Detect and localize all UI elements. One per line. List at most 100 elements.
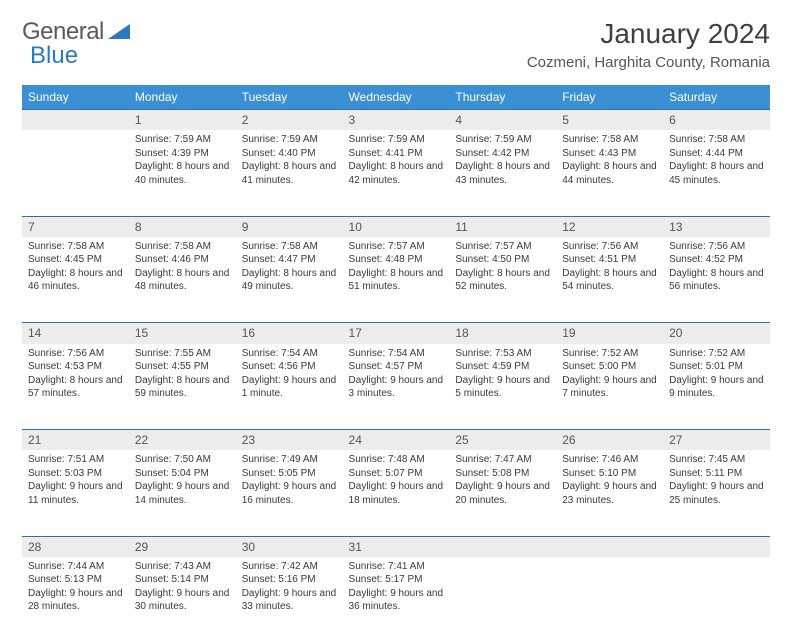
day-cell: Sunrise: 7:54 AMSunset: 4:56 PMDaylight:… xyxy=(236,344,343,430)
week-row: Sunrise: 7:56 AMSunset: 4:53 PMDaylight:… xyxy=(22,344,770,430)
weekday-wednesday: Wednesday xyxy=(343,85,450,110)
day-number: 2 xyxy=(236,110,343,131)
day-cell: Sunrise: 7:43 AMSunset: 5:14 PMDaylight:… xyxy=(129,557,236,643)
day-content: Sunrise: 7:45 AMSunset: 5:11 PMDaylight:… xyxy=(663,450,770,513)
sunrise-line: Sunrise: 7:57 AM xyxy=(455,240,550,254)
sunset-line: Sunset: 5:13 PM xyxy=(28,573,123,587)
day-content: Sunrise: 7:58 AMSunset: 4:47 PMDaylight:… xyxy=(236,237,343,300)
sunset-line: Sunset: 4:52 PM xyxy=(669,253,764,267)
day-number: 21 xyxy=(22,430,129,451)
day-content: Sunrise: 7:59 AMSunset: 4:41 PMDaylight:… xyxy=(343,130,450,193)
day-content: Sunrise: 7:58 AMSunset: 4:45 PMDaylight:… xyxy=(22,237,129,300)
sunrise-line: Sunrise: 7:49 AM xyxy=(242,453,337,467)
day-cell: Sunrise: 7:59 AMSunset: 4:40 PMDaylight:… xyxy=(236,130,343,216)
day-cell: Sunrise: 7:54 AMSunset: 4:57 PMDaylight:… xyxy=(343,344,450,430)
daynum-row: 123456 xyxy=(22,110,770,131)
day-content: Sunrise: 7:58 AMSunset: 4:46 PMDaylight:… xyxy=(129,237,236,300)
day-number: 8 xyxy=(129,216,236,237)
logo-triangle-icon xyxy=(108,18,130,46)
logo-text-blue: Blue xyxy=(30,42,78,70)
day-content: Sunrise: 7:46 AMSunset: 5:10 PMDaylight:… xyxy=(556,450,663,513)
daylight-line: Daylight: 8 hours and 57 minutes. xyxy=(28,374,123,401)
sunset-line: Sunset: 4:42 PM xyxy=(455,147,550,161)
day-cell: Sunrise: 7:53 AMSunset: 4:59 PMDaylight:… xyxy=(449,344,556,430)
calendar-head: SundayMondayTuesdayWednesdayThursdayFrid… xyxy=(22,85,770,110)
day-content: Sunrise: 7:42 AMSunset: 5:16 PMDaylight:… xyxy=(236,557,343,620)
sunrise-line: Sunrise: 7:52 AM xyxy=(562,347,657,361)
day-number: 18 xyxy=(449,323,556,344)
day-number: 28 xyxy=(22,536,129,557)
sunset-line: Sunset: 4:40 PM xyxy=(242,147,337,161)
day-number: 25 xyxy=(449,430,556,451)
day-number: 23 xyxy=(236,430,343,451)
week-row: Sunrise: 7:44 AMSunset: 5:13 PMDaylight:… xyxy=(22,557,770,643)
sunset-line: Sunset: 4:50 PM xyxy=(455,253,550,267)
daylight-line: Daylight: 8 hours and 42 minutes. xyxy=(349,160,444,187)
sunrise-line: Sunrise: 7:58 AM xyxy=(242,240,337,254)
sunset-line: Sunset: 4:46 PM xyxy=(135,253,230,267)
sunrise-line: Sunrise: 7:55 AM xyxy=(135,347,230,361)
week-row: Sunrise: 7:51 AMSunset: 5:03 PMDaylight:… xyxy=(22,450,770,536)
day-cell: Sunrise: 7:56 AMSunset: 4:52 PMDaylight:… xyxy=(663,237,770,323)
day-number: 5 xyxy=(556,110,663,131)
empty-cell xyxy=(663,557,770,643)
day-cell: Sunrise: 7:55 AMSunset: 4:55 PMDaylight:… xyxy=(129,344,236,430)
daylight-line: Daylight: 8 hours and 45 minutes. xyxy=(669,160,764,187)
daylight-line: Daylight: 8 hours and 59 minutes. xyxy=(135,374,230,401)
day-number: 22 xyxy=(129,430,236,451)
day-cell: Sunrise: 7:42 AMSunset: 5:16 PMDaylight:… xyxy=(236,557,343,643)
day-content: Sunrise: 7:52 AMSunset: 5:00 PMDaylight:… xyxy=(556,344,663,407)
weekday-saturday: Saturday xyxy=(663,85,770,110)
sunrise-line: Sunrise: 7:59 AM xyxy=(349,133,444,147)
day-cell: Sunrise: 7:48 AMSunset: 5:07 PMDaylight:… xyxy=(343,450,450,536)
day-cell: Sunrise: 7:45 AMSunset: 5:11 PMDaylight:… xyxy=(663,450,770,536)
sunset-line: Sunset: 5:11 PM xyxy=(669,467,764,481)
sunrise-line: Sunrise: 7:59 AM xyxy=(135,133,230,147)
daynum-row: 21222324252627 xyxy=(22,430,770,451)
sunset-line: Sunset: 4:55 PM xyxy=(135,360,230,374)
daylight-line: Daylight: 9 hours and 7 minutes. xyxy=(562,374,657,401)
empty-daynum xyxy=(449,536,556,557)
week-row: Sunrise: 7:58 AMSunset: 4:45 PMDaylight:… xyxy=(22,237,770,323)
day-cell: Sunrise: 7:57 AMSunset: 4:48 PMDaylight:… xyxy=(343,237,450,323)
day-cell: Sunrise: 7:49 AMSunset: 5:05 PMDaylight:… xyxy=(236,450,343,536)
day-number: 7 xyxy=(22,216,129,237)
day-content: Sunrise: 7:56 AMSunset: 4:52 PMDaylight:… xyxy=(663,237,770,300)
day-number: 6 xyxy=(663,110,770,131)
daynum-row: 78910111213 xyxy=(22,216,770,237)
day-cell: Sunrise: 7:57 AMSunset: 4:50 PMDaylight:… xyxy=(449,237,556,323)
day-content: Sunrise: 7:53 AMSunset: 4:59 PMDaylight:… xyxy=(449,344,556,407)
day-number: 17 xyxy=(343,323,450,344)
daylight-line: Daylight: 9 hours and 36 minutes. xyxy=(349,587,444,614)
day-number: 29 xyxy=(129,536,236,557)
sunset-line: Sunset: 5:08 PM xyxy=(455,467,550,481)
day-number: 11 xyxy=(449,216,556,237)
day-cell: Sunrise: 7:59 AMSunset: 4:42 PMDaylight:… xyxy=(449,130,556,216)
daylight-line: Daylight: 8 hours and 51 minutes. xyxy=(349,267,444,294)
day-number: 4 xyxy=(449,110,556,131)
calendar-body: 123456Sunrise: 7:59 AMSunset: 4:39 PMDay… xyxy=(22,110,770,643)
daylight-line: Daylight: 8 hours and 41 minutes. xyxy=(242,160,337,187)
daylight-line: Daylight: 8 hours and 49 minutes. xyxy=(242,267,337,294)
day-number: 16 xyxy=(236,323,343,344)
daylight-line: Daylight: 8 hours and 43 minutes. xyxy=(455,160,550,187)
weekday-tuesday: Tuesday xyxy=(236,85,343,110)
day-cell: Sunrise: 7:58 AMSunset: 4:44 PMDaylight:… xyxy=(663,130,770,216)
sunrise-line: Sunrise: 7:52 AM xyxy=(669,347,764,361)
sunset-line: Sunset: 4:48 PM xyxy=(349,253,444,267)
sunrise-line: Sunrise: 7:57 AM xyxy=(349,240,444,254)
day-cell: Sunrise: 7:52 AMSunset: 5:01 PMDaylight:… xyxy=(663,344,770,430)
day-number: 19 xyxy=(556,323,663,344)
sunset-line: Sunset: 5:03 PM xyxy=(28,467,123,481)
week-row: Sunrise: 7:59 AMSunset: 4:39 PMDaylight:… xyxy=(22,130,770,216)
day-cell: Sunrise: 7:58 AMSunset: 4:47 PMDaylight:… xyxy=(236,237,343,323)
day-content: Sunrise: 7:56 AMSunset: 4:51 PMDaylight:… xyxy=(556,237,663,300)
day-content: Sunrise: 7:52 AMSunset: 5:01 PMDaylight:… xyxy=(663,344,770,407)
day-cell: Sunrise: 7:51 AMSunset: 5:03 PMDaylight:… xyxy=(22,450,129,536)
day-content: Sunrise: 7:54 AMSunset: 4:57 PMDaylight:… xyxy=(343,344,450,407)
daylight-line: Daylight: 8 hours and 44 minutes. xyxy=(562,160,657,187)
day-number: 31 xyxy=(343,536,450,557)
sunrise-line: Sunrise: 7:42 AM xyxy=(242,560,337,574)
weekday-friday: Friday xyxy=(556,85,663,110)
day-cell: Sunrise: 7:46 AMSunset: 5:10 PMDaylight:… xyxy=(556,450,663,536)
